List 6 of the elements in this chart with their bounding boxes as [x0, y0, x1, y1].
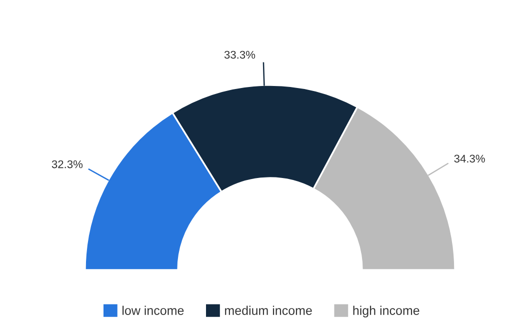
data-label: 32.3% — [52, 160, 83, 168]
legend-label: low income — [122, 306, 184, 315]
data-label: 33.3% — [224, 50, 256, 59]
data-label: 34.3% — [454, 154, 485, 163]
legend-label: medium income — [225, 306, 312, 315]
legend-label: high income — [353, 306, 420, 318]
